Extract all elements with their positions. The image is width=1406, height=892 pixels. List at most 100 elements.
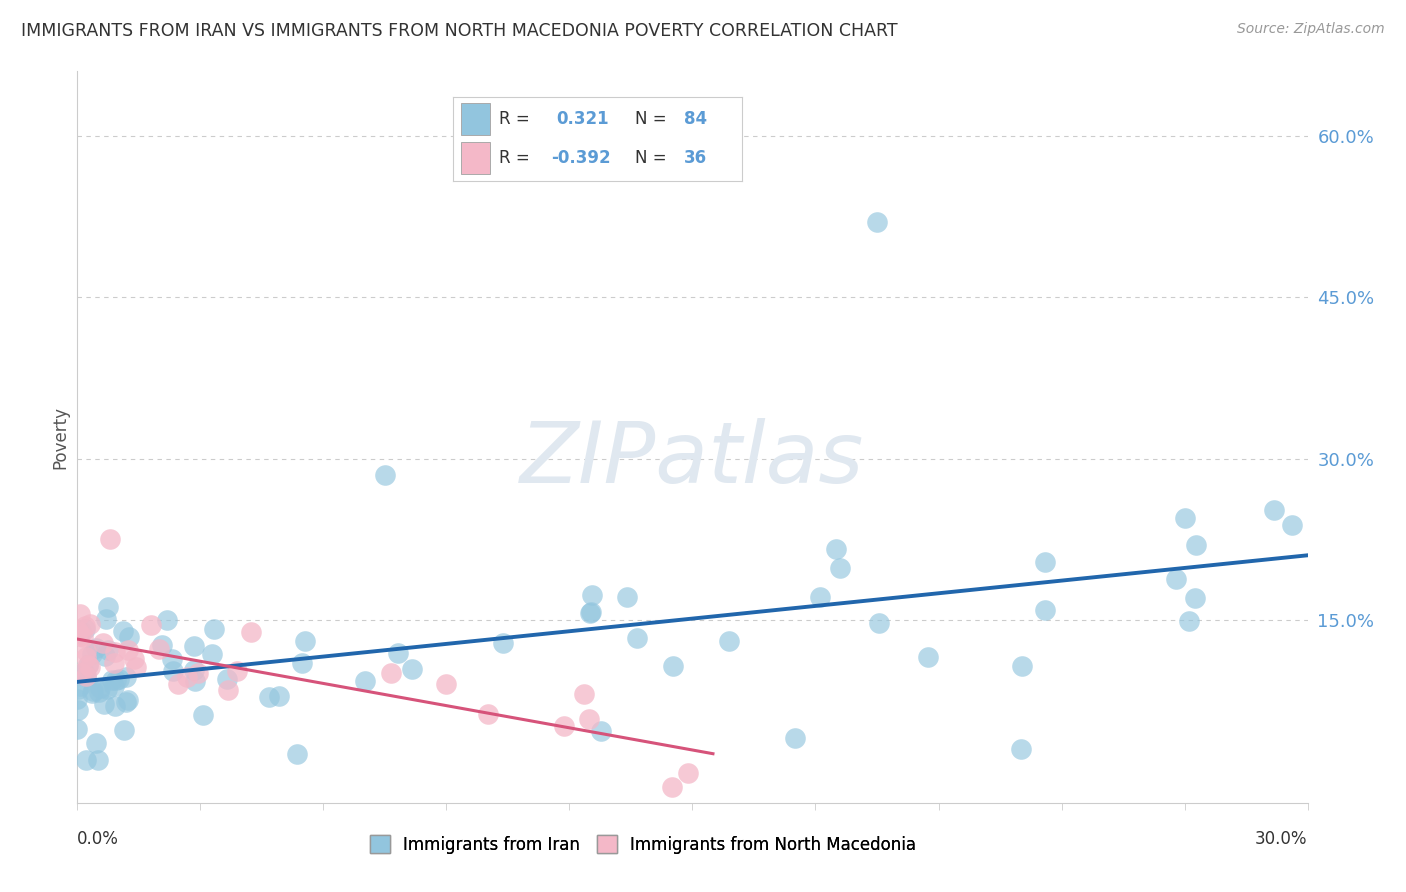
- Point: [104, 645, 127, 659]
- Point: [73, 665, 96, 679]
- Point: [374, 467, 396, 482]
- Point: [1164, 572, 1187, 586]
- Point: [477, 706, 499, 721]
- Point: [676, 766, 699, 780]
- Point: [662, 659, 685, 673]
- Point: [148, 642, 170, 657]
- Point: [215, 672, 238, 686]
- Text: IMMIGRANTS FROM IRAN VS IMMIGRANTS FROM NORTH MACEDONIA POVERTY CORRELATION CHAR: IMMIGRANTS FROM IRAN VS IMMIGRANTS FROM …: [21, 22, 897, 40]
- Point: [79, 616, 101, 631]
- Point: [67, 626, 90, 640]
- Text: 30.0%: 30.0%: [1256, 830, 1308, 847]
- Point: [830, 561, 852, 575]
- Point: [162, 664, 184, 678]
- Text: ZIPatlas: ZIPatlas: [520, 417, 865, 500]
- Point: [917, 650, 939, 665]
- Point: [401, 662, 423, 676]
- Point: [824, 541, 846, 556]
- Point: [626, 632, 648, 646]
- Point: [84, 736, 107, 750]
- Point: [82, 684, 104, 698]
- Point: [108, 672, 131, 686]
- Point: [69, 629, 91, 643]
- Point: [436, 677, 458, 691]
- Point: [97, 599, 120, 614]
- Point: [80, 686, 103, 700]
- Point: [616, 590, 638, 604]
- Point: [1033, 603, 1056, 617]
- Point: [267, 689, 290, 703]
- Point: [69, 627, 91, 641]
- Point: [86, 640, 108, 655]
- Point: [387, 646, 409, 660]
- Point: [66, 681, 89, 696]
- Text: 0.0%: 0.0%: [77, 830, 120, 847]
- Point: [75, 619, 97, 633]
- Point: [66, 723, 89, 737]
- Point: [94, 649, 117, 664]
- Point: [1184, 591, 1206, 605]
- Point: [89, 681, 111, 695]
- Point: [75, 650, 97, 665]
- Point: [718, 634, 741, 648]
- Point: [111, 624, 134, 638]
- Point: [589, 724, 612, 739]
- Point: [1185, 539, 1208, 553]
- Point: [118, 631, 141, 645]
- Point: [187, 665, 209, 680]
- Point: [581, 588, 603, 602]
- Point: [75, 622, 97, 636]
- Point: [93, 697, 115, 711]
- Point: [183, 639, 205, 653]
- Point: [97, 642, 120, 657]
- Point: [259, 690, 281, 705]
- Point: [1263, 503, 1285, 517]
- Point: [183, 663, 205, 677]
- Point: [579, 606, 602, 620]
- Point: [125, 660, 148, 674]
- Point: [117, 692, 139, 706]
- Point: [492, 636, 515, 650]
- Point: [176, 670, 198, 684]
- Point: [191, 707, 214, 722]
- Point: [105, 673, 128, 687]
- Point: [1033, 555, 1056, 569]
- Point: [75, 668, 97, 682]
- Point: [201, 647, 224, 661]
- Point: [1281, 517, 1303, 532]
- Point: [868, 615, 890, 630]
- Point: [291, 656, 314, 670]
- Point: [96, 681, 118, 696]
- Point: [80, 647, 103, 661]
- Point: [139, 617, 162, 632]
- Point: [553, 719, 575, 733]
- Point: [91, 636, 114, 650]
- Point: [353, 674, 375, 689]
- Point: [155, 613, 177, 627]
- Point: [1011, 659, 1033, 673]
- Point: [294, 633, 316, 648]
- Point: [225, 664, 247, 678]
- Point: [69, 607, 91, 622]
- Legend: Immigrants from Iran, Immigrants from North Macedonia: Immigrants from Iran, Immigrants from No…: [364, 829, 922, 860]
- Point: [1010, 742, 1032, 756]
- Point: [79, 660, 101, 674]
- Point: [103, 656, 125, 670]
- Point: [70, 665, 93, 680]
- Point: [380, 665, 402, 680]
- Point: [217, 683, 239, 698]
- Point: [112, 723, 135, 738]
- Point: [115, 695, 138, 709]
- Point: [103, 680, 125, 694]
- Point: [239, 625, 262, 640]
- Point: [287, 747, 309, 761]
- Point: [162, 652, 184, 666]
- Point: [87, 685, 110, 699]
- Point: [66, 624, 89, 639]
- Point: [1178, 614, 1201, 628]
- Point: [579, 605, 602, 619]
- Point: [184, 673, 207, 688]
- Point: [1174, 510, 1197, 524]
- Point: [66, 703, 89, 717]
- Point: [661, 780, 683, 794]
